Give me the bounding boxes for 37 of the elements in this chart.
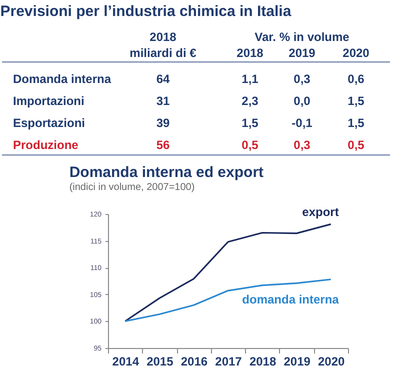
x-tick-label: 2016: [180, 354, 208, 368]
data-label: 0,0: [294, 94, 311, 108]
text: 2019: [288, 46, 316, 60]
data-label: 39: [156, 116, 170, 130]
x-tick-label: 2014: [112, 354, 140, 368]
data-label: 1,1: [242, 72, 259, 86]
data-label: -0,1: [292, 116, 313, 130]
data-label: 1,5: [348, 116, 365, 130]
data-label: 0,5: [242, 138, 259, 152]
data-label: 0,6: [348, 72, 365, 86]
category-label: Esportazioni: [13, 116, 86, 130]
data-label: 1,5: [348, 94, 365, 108]
data-label: 0,5: [348, 138, 365, 152]
x-tick-label: 2020: [318, 354, 346, 368]
data-label: 0,3: [294, 138, 311, 152]
text: 2020: [342, 46, 370, 60]
series-label: export: [302, 205, 339, 220]
category-label: Produzione: [13, 138, 79, 152]
data-label: 1,5: [242, 116, 259, 130]
text: Previsioni per l’industria chimica in Italia: [0, 3, 292, 20]
text: Var. % in volume: [254, 30, 350, 44]
category-label: Importazioni: [13, 94, 84, 108]
x-tick-label: 2015: [146, 354, 174, 368]
x-tick-label: 2018: [249, 354, 276, 368]
x-tick-label: 2017: [215, 354, 242, 368]
data-label: 56: [156, 138, 170, 152]
data-label: 0,3: [294, 72, 311, 86]
data-label: 31: [156, 94, 170, 108]
chart-title: Domanda interna ed export: [69, 164, 264, 182]
category-label: Domanda interna: [13, 72, 112, 86]
x-tick-label: 2019: [284, 354, 311, 368]
chart-subtitle: (indici in volume, 2007=100): [69, 182, 195, 194]
series-label: 2018 miliardi di €: [130, 30, 197, 60]
text: 2018: [236, 46, 264, 60]
data-label: 64: [156, 72, 170, 86]
series-label: domanda interna: [242, 292, 340, 306]
data-label: 2,3: [242, 94, 259, 108]
